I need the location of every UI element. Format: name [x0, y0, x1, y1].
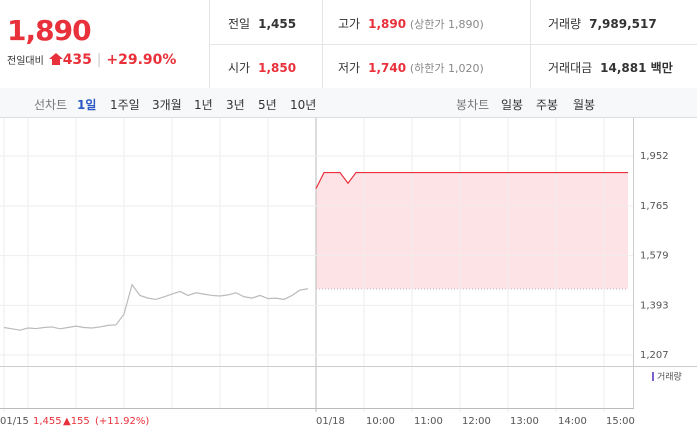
tab[interactable]: 10년 [290, 98, 317, 112]
volume-label: 거래량 [657, 371, 682, 383]
info-extra: (하한가 1,020) [409, 62, 484, 75]
x-tick-label: 12:00 [462, 416, 491, 427]
price: 1,890 [7, 14, 92, 47]
x-tick-label: 01/15 [0, 416, 29, 427]
tab-group-label: 봉차트 [456, 98, 490, 112]
info-cell: 거래대금 14,881 백만 [548, 59, 673, 76]
y-tick-label: 1,393 [640, 300, 669, 311]
info-value: 1,850 [258, 61, 297, 75]
info-value: 7,989,517 [589, 17, 657, 31]
quote-header: 1,890 전일대비 435 | +29.90% 전일 1,455 고가 1,890 … [0, 0, 697, 89]
price-box: 1,890 전일대비 435 | +29.90% [0, 0, 210, 88]
info-cell: 시가 1,850 [228, 59, 296, 76]
period-tabs: 선차트 1일 1주일 3개월 1년 3년 5년 10년 봉차트 일봉 주봉 월봉 [0, 88, 697, 118]
change-label: 전일대비 [7, 56, 44, 67]
tab[interactable]: 1일 [77, 98, 97, 112]
info-cell: 거래량 7,989,517 [548, 15, 657, 32]
tab[interactable]: 3년 [226, 98, 245, 112]
x-tick-label: 13:00 [510, 416, 539, 427]
y-tick-label: 1,765 [640, 201, 669, 212]
info-label: 고가 [338, 17, 361, 31]
info-label: 거래량 [548, 17, 582, 31]
tab[interactable]: 월봉 [573, 98, 596, 112]
info-label: 전일 [228, 17, 251, 31]
tab[interactable]: 1년 [194, 98, 213, 112]
tab[interactable]: 3개월 [152, 98, 182, 112]
info-label: 시가 [228, 61, 251, 75]
y-tick-label: 1,579 [640, 251, 669, 262]
info-extra: (상한가 1,890) [409, 18, 484, 31]
prev-rate: (+11.92%) [95, 416, 149, 427]
tab[interactable]: 5년 [258, 98, 277, 112]
area [316, 172, 628, 289]
x-axis [0, 408, 634, 409]
panel-divider [0, 366, 697, 367]
info-cell: 전일 1,455 [228, 15, 296, 32]
volume-legend-swatch [652, 372, 654, 381]
x-tick-label: 01/18 [316, 416, 345, 427]
info-value: 1,740 [368, 61, 407, 75]
y-axis [633, 118, 634, 408]
info-value: 1,455 [258, 17, 297, 31]
change: 435 [62, 52, 92, 68]
y-tick-label: 1,952 [640, 151, 669, 162]
price-line [3, 283, 309, 331]
change-row: 전일대비 435 | +29.90% [7, 52, 177, 68]
x-tick-label: 10:00 [366, 416, 395, 427]
tab[interactable]: 일봉 [501, 98, 524, 112]
prev-change: ▲155 [63, 416, 90, 427]
up-icon [48, 53, 63, 65]
info-value: 1,890 [368, 17, 407, 31]
x-tick-label: 15:00 [606, 416, 635, 427]
tab[interactable]: 주봉 [536, 98, 559, 112]
info-cell: 고가 1,890 (상한가 1,890) [338, 15, 484, 32]
y-tick-label: 1,207 [640, 350, 669, 361]
change-rate: +29.90% [106, 52, 177, 68]
x-tick-label: 11:00 [414, 416, 443, 427]
price-line [315, 171, 628, 189]
x-tick-label: 14:00 [558, 416, 587, 427]
info-label: 저가 [338, 61, 361, 75]
tab-group-label: 선차트 [34, 98, 68, 112]
tab[interactable]: 1주일 [110, 98, 140, 112]
info-label: 거래대금 [548, 61, 593, 75]
info-value: 14,881 백만 [600, 61, 673, 75]
prev-close: 1,455 [33, 416, 62, 427]
info-cell: 저가 1,740 (하한가 1,020) [338, 59, 484, 76]
